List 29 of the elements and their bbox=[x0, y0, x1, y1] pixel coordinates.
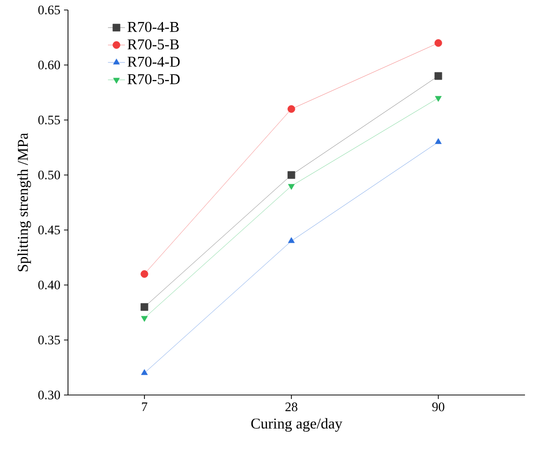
point bbox=[434, 96, 442, 102]
y-tick-label: 0.30 bbox=[38, 390, 60, 400]
x-axis-title: Curing age/day bbox=[251, 418, 342, 432]
legend-label: R70-5-D bbox=[128, 74, 180, 84]
y-tick-label: 0.55 bbox=[38, 116, 60, 124]
y-tick-label: 0.50 bbox=[38, 170, 60, 180]
x-tick-label: 7 bbox=[142, 402, 148, 411]
y-tick-label: 0.60 bbox=[38, 60, 60, 70]
y-tick-label: 0.65 bbox=[38, 6, 60, 14]
point bbox=[434, 39, 442, 47]
point bbox=[288, 171, 296, 179]
y-tick-label: 0.40 bbox=[38, 280, 60, 290]
legend-label: R70-5-B bbox=[128, 39, 179, 50]
point bbox=[288, 237, 295, 243]
point bbox=[141, 316, 148, 322]
point bbox=[434, 138, 442, 144]
point bbox=[140, 303, 148, 311]
y-tick-label: 0.35 bbox=[38, 336, 60, 344]
point bbox=[141, 369, 148, 375]
point bbox=[288, 105, 296, 113]
legend-label: R70-4-D bbox=[128, 56, 180, 67]
y-axis-title: Splitting strength /MPa bbox=[17, 132, 31, 272]
point bbox=[288, 184, 295, 190]
y-tick-label: 0.45 bbox=[38, 226, 60, 234]
point bbox=[434, 72, 442, 80]
legend-label: R70-4-B bbox=[128, 22, 179, 32]
x-tick-label: 90 bbox=[432, 402, 444, 412]
x-tick-label: 28 bbox=[285, 402, 298, 412]
point bbox=[140, 270, 148, 278]
